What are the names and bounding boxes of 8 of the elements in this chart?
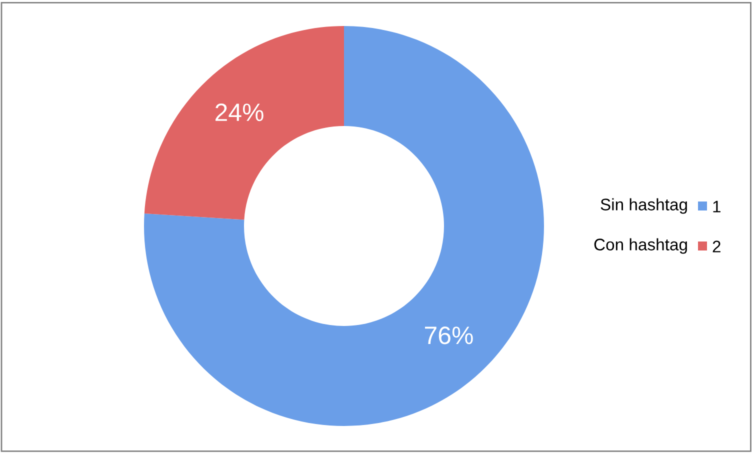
data-label: 76%	[425, 326, 473, 344]
donut-slice	[144, 26, 344, 220]
legend-label: Sin hashtag	[600, 198, 687, 214]
text: 1	[713, 200, 720, 212]
data-label: 24%	[216, 103, 264, 122]
donut-slice	[144, 26, 544, 426]
text: 2	[712, 240, 720, 252]
legend-label: Con hashtag	[594, 238, 687, 254]
